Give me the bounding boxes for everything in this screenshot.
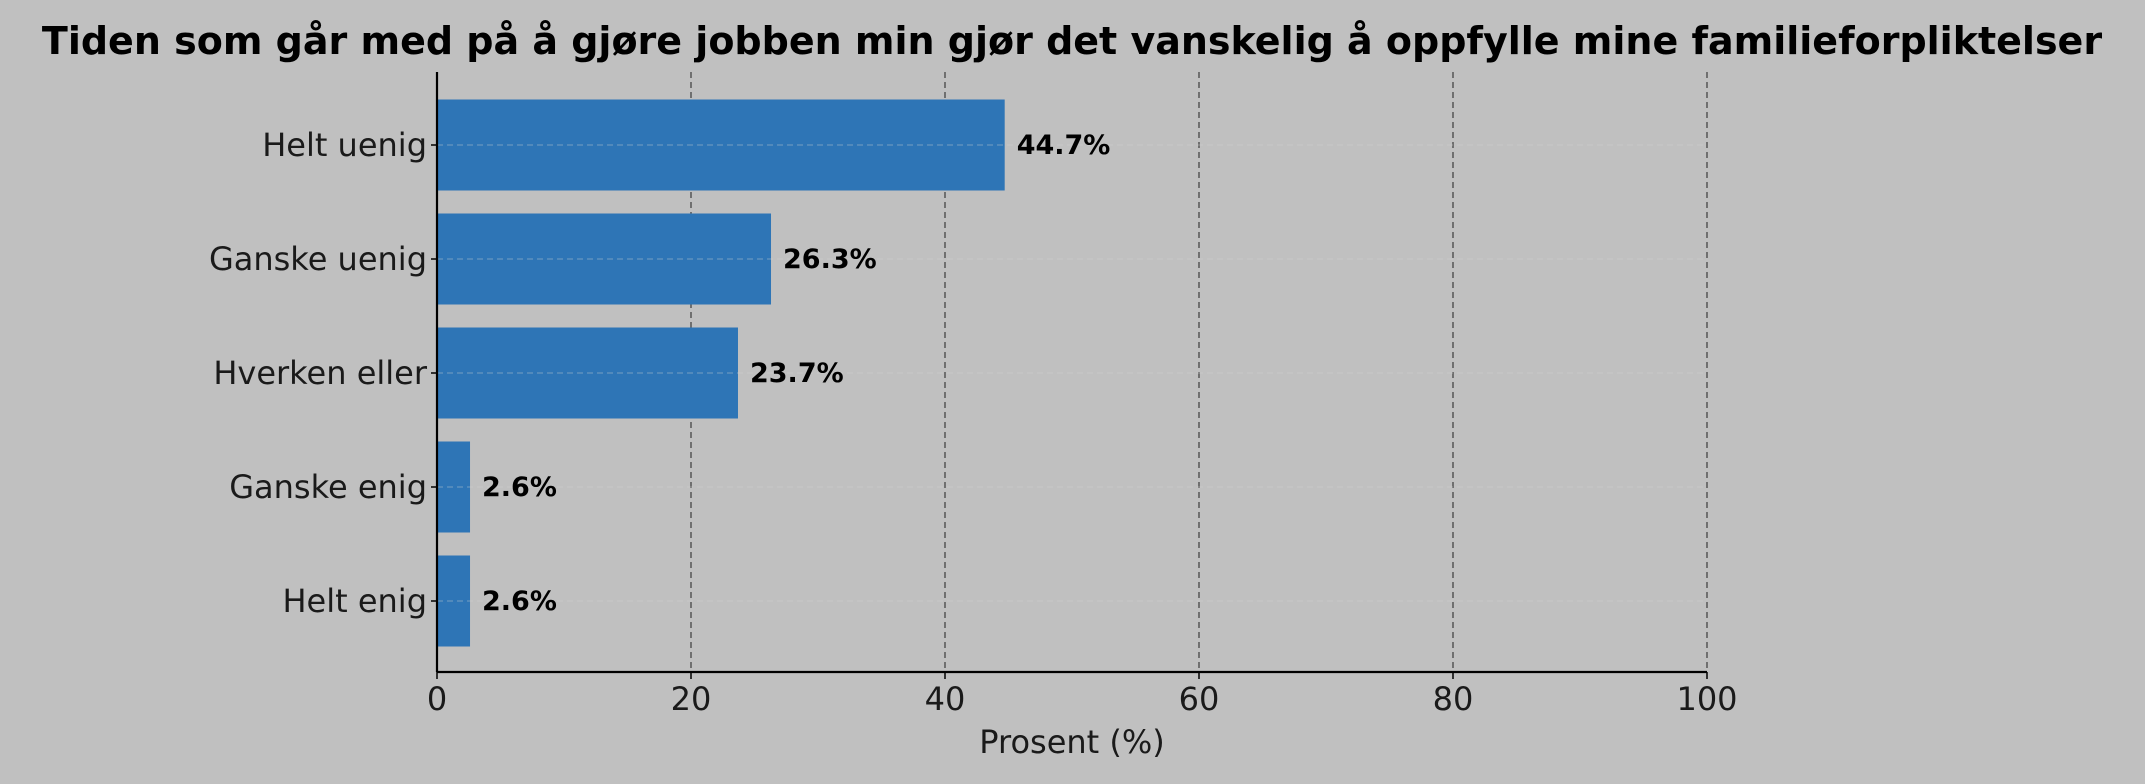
- x-tick-label: 60: [1179, 680, 1220, 718]
- bar-gridlines: [437, 144, 1707, 602]
- bar-ganske-uenig: [437, 213, 772, 305]
- bar-helt-uenig: [437, 99, 1005, 191]
- data-label: 23.7%: [750, 358, 844, 389]
- y-tick-label: Hverken eller: [213, 354, 428, 392]
- x-tick-label: 20: [671, 680, 712, 718]
- x-tick-label: 40: [925, 680, 966, 718]
- x-tick-label: 100: [1676, 680, 1737, 718]
- data-label: 2.6%: [482, 472, 557, 503]
- y-tick-label: Helt uenig: [262, 126, 427, 164]
- bar-helt-enig: [437, 555, 471, 647]
- y-tick-label: Ganske enig: [229, 468, 427, 506]
- y-tick-label: Ganske uenig: [209, 240, 427, 278]
- bar-hverken-eller: [437, 327, 738, 419]
- data-label: 44.7%: [1017, 130, 1111, 161]
- data-label: 2.6%: [482, 586, 557, 617]
- x-axis-label: Prosent (%): [979, 723, 1165, 761]
- data-labels: Helt uenig 44.7% Ganske uenig 26.3% Hverken …: [209, 126, 1738, 718]
- bars: [437, 99, 1005, 647]
- chart-title: Tiden som går med på å gjøre jobben min …: [42, 19, 2102, 63]
- x-tick-label: 80: [1433, 680, 1474, 718]
- data-label: 26.3%: [783, 244, 877, 275]
- x-tick-label: 0: [427, 680, 447, 718]
- axes: [431, 72, 1708, 679]
- bar-ganske-enig: [437, 441, 471, 533]
- y-tick-label: Helt enig: [282, 582, 427, 620]
